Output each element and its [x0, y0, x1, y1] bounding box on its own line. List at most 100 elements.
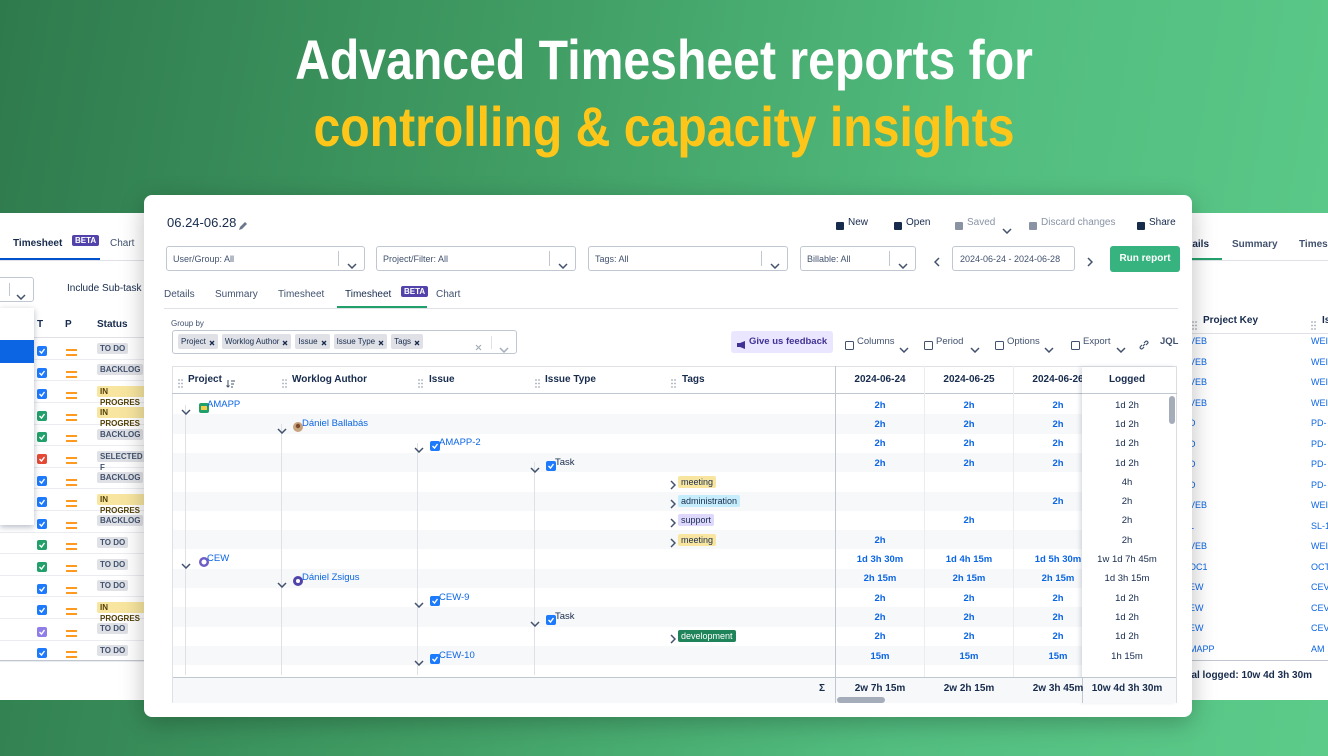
tab[interactable]: Timesheet: [278, 289, 325, 300]
issue-key: WEI: [1311, 397, 1328, 408]
chevron-icon: [670, 631, 677, 644]
avatar: [293, 419, 303, 432]
row-label[interactable]: AMAPP: [207, 398, 241, 410]
issue-type-icon: [430, 651, 440, 664]
action-button[interactable]: Open: [906, 217, 931, 228]
tag-label[interactable]: support: [678, 514, 715, 527]
issue-type-icon: [546, 612, 556, 625]
status-badge: BACKLOG: [97, 364, 144, 376]
project-key: EW: [1189, 602, 1204, 613]
action-button[interactable]: Share: [1149, 217, 1176, 228]
group-chip[interactable]: Issue: [295, 334, 330, 349]
row-label[interactable]: Dániel Zsigus: [302, 572, 360, 584]
tab[interactable]: Summary: [1232, 239, 1278, 250]
priority-icon: [66, 517, 77, 529]
drag-handle: [1311, 317, 1316, 330]
tab[interactable]: Times: [1299, 239, 1328, 250]
row-label[interactable]: CEW-10: [439, 649, 475, 661]
group-chip[interactable]: Issue Type: [333, 334, 388, 349]
divider: [172, 393, 1177, 394]
date-range[interactable]: [952, 246, 1075, 271]
tab[interactable]: Details: [164, 289, 195, 300]
filter-select[interactable]: [166, 246, 365, 271]
chevron-icon: [16, 287, 26, 301]
tab[interactable]: Timesheet: [345, 289, 392, 300]
row-label[interactable]: Task: [555, 610, 575, 622]
divider: [0, 423, 148, 425]
issue-key: WEI: [1311, 336, 1328, 346]
chevron-icon: [670, 477, 677, 490]
chip-remove[interactable]: [414, 339, 420, 345]
run-button-label[interactable]: Run report: [1119, 253, 1171, 264]
issue-key: CEV: [1311, 582, 1328, 592]
group-chip[interactable]: Worklog Author: [221, 334, 292, 349]
tab[interactable]: tails: [1189, 239, 1210, 250]
feedback-button[interactable]: [731, 331, 833, 353]
time-cell: 2h: [874, 592, 886, 604]
tag-label[interactable]: meeting: [678, 533, 717, 546]
tool-button[interactable]: JQL: [1160, 336, 1179, 347]
time-cell: 15m: [870, 650, 890, 662]
tool-button[interactable]: Options: [1007, 336, 1040, 347]
time-cell: 2h: [1052, 592, 1064, 604]
tool-button[interactable]: Period: [936, 336, 964, 347]
divider: [0, 337, 148, 338]
tab[interactable]: Chart: [110, 238, 135, 249]
group-chip[interactable]: Tags: [391, 334, 424, 349]
logged-cell: 1h 15m: [1111, 650, 1143, 662]
filter-label: Project/Filter: All: [383, 254, 449, 264]
time-cell: 2h: [963, 418, 975, 430]
action-button[interactable]: Discard changes: [1041, 217, 1116, 228]
row-label[interactable]: Task: [555, 456, 575, 468]
chip-remove[interactable]: [282, 339, 288, 345]
row-label[interactable]: CEW-9: [439, 591, 470, 603]
tag-label[interactable]: administration: [678, 495, 741, 508]
issue-type-icon: [430, 438, 440, 452]
filter-select[interactable]: [588, 246, 788, 271]
h-scrollbar[interactable]: [837, 697, 885, 703]
action-icon: [1028, 218, 1038, 230]
selected-option[interactable]: [0, 340, 34, 363]
feedback-label[interactable]: Give us feedback: [749, 336, 828, 347]
tab[interactable]: Chart: [436, 289, 461, 300]
filter-select[interactable]: [376, 246, 576, 271]
run-button[interactable]: [1110, 246, 1180, 272]
row-label[interactable]: Dániel Ballabás: [302, 417, 369, 429]
scrollbar[interactable]: [1169, 396, 1175, 424]
action-button[interactable]: Saved: [967, 217, 996, 228]
divider: [491, 336, 492, 349]
divider: [338, 251, 339, 266]
chip-remove[interactable]: [209, 339, 215, 345]
priority-icon: [66, 409, 77, 421]
priority-icon: [66, 646, 77, 659]
chip-remove[interactable]: [378, 339, 384, 345]
tab[interactable]: Summary: [215, 289, 258, 300]
group-chip[interactable]: Project: [178, 334, 218, 349]
tool-button[interactable]: Columns: [857, 336, 895, 347]
issue-type-icon: [37, 516, 47, 529]
row-label[interactable]: AMAPP-2: [439, 437, 481, 449]
action-button[interactable]: New: [848, 217, 869, 228]
divider: [9, 283, 10, 296]
status-badge: IN PROGRES: [97, 385, 148, 407]
status-badge: TO DO: [97, 580, 129, 592]
total-logged: 10w 4d 3h 30m: [1091, 683, 1163, 694]
main-panel: 06.24-06.28 New Open Saved Discard changes Sh…: [144, 195, 1192, 717]
filter-select[interactable]: [800, 246, 916, 271]
project-key: EW: [1189, 582, 1204, 592]
chip-remove[interactable]: [321, 339, 327, 345]
chevron-icon: [347, 256, 357, 270]
group-by-label: Group by: [171, 319, 204, 328]
chevron-icon: [181, 556, 191, 570]
tag-label[interactable]: development: [678, 630, 736, 643]
right-panel: tails Summary Times Project Key Is VEB WEI VEB W…: [1180, 213, 1328, 700]
tool-button[interactable]: Export: [1083, 336, 1111, 347]
tag-label[interactable]: meeting: [678, 475, 717, 488]
time-cell: 15m: [1048, 650, 1068, 662]
project-key: EW: [1189, 623, 1204, 633]
row-label[interactable]: CEW: [207, 553, 230, 565]
dropdown[interactable]: [0, 277, 34, 302]
tab[interactable]: Timesheet: [13, 238, 63, 249]
issue-key: CEV: [1311, 602, 1328, 613]
